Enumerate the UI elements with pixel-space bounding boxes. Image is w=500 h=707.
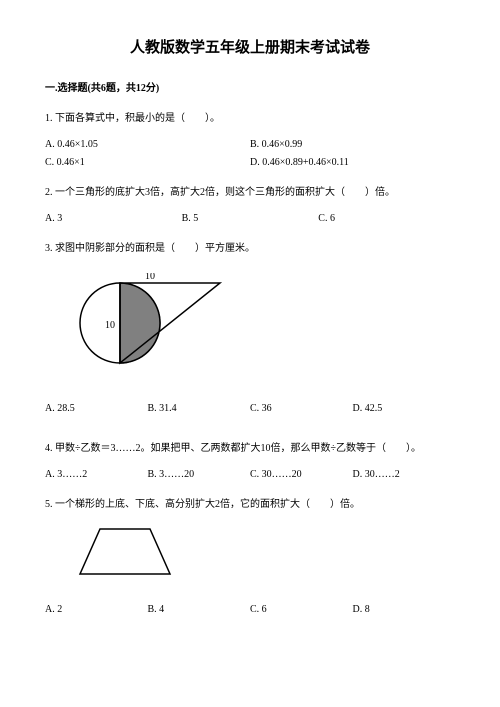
q1-option-b: B. 0.46×0.99 (250, 136, 455, 154)
q4-option-a: A. 3……2 (45, 466, 148, 484)
q1-options: A. 0.46×1.05 B. 0.46×0.99 C. 0.46×1 D. 0… (45, 136, 455, 172)
q3-option-c: C. 36 (250, 400, 353, 418)
q2-option-c: C. 6 (318, 210, 455, 228)
question-2: 2. 一个三角形的底扩大3倍，高扩大2倍，则这个三角形的面积扩大（ ）倍。 A.… (45, 184, 455, 228)
q2-text: 2. 一个三角形的底扩大3倍，高扩大2倍，则这个三角形的面积扩大（ ）倍。 (45, 184, 455, 202)
q1-option-c: C. 0.46×1 (45, 154, 250, 172)
q3-label-top: 10 (145, 273, 155, 282)
q4-option-b: B. 3……20 (148, 466, 251, 484)
question-5: 5. 一个梯形的上底、下底、高分别扩大2倍，它的面积扩大（ ）倍。 A. 2 B… (45, 496, 455, 619)
q4-text: 4. 甲数÷乙数＝3……2。如果把甲、乙两数都扩大10倍，那么甲数÷乙数等于（ … (45, 440, 455, 458)
q1-text: 1. 下面各算式中，积最小的是（ ）。 (45, 110, 455, 128)
section-header: 一.选择题(共6题，共12分) (45, 80, 455, 98)
q1-option-d: D. 0.46×0.89+0.46×0.11 (250, 154, 455, 172)
q3-text: 3. 求图中阴影部分的面积是（ ）平方厘米。 (45, 240, 455, 258)
q3-option-b: B. 31.4 (148, 400, 251, 418)
question-4: 4. 甲数÷乙数＝3……2。如果把甲、乙两数都扩大10倍，那么甲数÷乙数等于（ … (45, 440, 455, 484)
q5-option-b: B. 4 (148, 601, 251, 619)
q4-option-c: C. 30……20 (250, 466, 353, 484)
q3-option-a: A. 28.5 (45, 400, 148, 418)
q5-option-d: D. 8 (353, 601, 456, 619)
q3-label-left: 10 (105, 320, 115, 331)
q3-options: A. 28.5 B. 31.4 C. 36 D. 42.5 (45, 400, 455, 418)
q3-figure: 10 10 (75, 273, 455, 380)
page-title: 人教版数学五年级上册期末考试试卷 (45, 35, 455, 62)
q4-option-d: D. 30……2 (353, 466, 456, 484)
q5-diagram (75, 524, 175, 579)
q5-option-c: C. 6 (250, 601, 353, 619)
q5-option-a: A. 2 (45, 601, 148, 619)
question-1: 1. 下面各算式中，积最小的是（ ）。 A. 0.46×1.05 B. 0.46… (45, 110, 455, 172)
q1-option-a: A. 0.46×1.05 (45, 136, 250, 154)
q3-diagram: 10 10 (75, 273, 235, 373)
q2-option-b: B. 5 (182, 210, 319, 228)
q2-option-a: A. 3 (45, 210, 182, 228)
q5-figure (75, 524, 455, 586)
q4-options: A. 3……2 B. 3……20 C. 30……20 D. 30……2 (45, 466, 455, 484)
q2-options: A. 3 B. 5 C. 6 (45, 210, 455, 228)
question-3: 3. 求图中阴影部分的面积是（ ）平方厘米。 10 10 A. 28.5 B. … (45, 240, 455, 418)
q3-option-d: D. 42.5 (353, 400, 456, 418)
q5-text: 5. 一个梯形的上底、下底、高分别扩大2倍，它的面积扩大（ ）倍。 (45, 496, 455, 514)
q5-options: A. 2 B. 4 C. 6 D. 8 (45, 601, 455, 619)
